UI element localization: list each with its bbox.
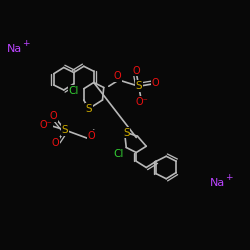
Text: O: O [49,111,57,121]
Text: O⁻: O⁻ [40,120,52,130]
Text: S: S [136,81,142,91]
Text: Na: Na [210,178,225,188]
Text: S: S [123,128,130,138]
Text: O: O [88,131,95,141]
Text: S: S [62,125,68,135]
Text: O: O [152,78,160,88]
Text: O: O [52,138,59,148]
Text: O⁻: O⁻ [136,97,148,107]
Text: O: O [114,71,121,81]
Text: +: + [22,39,30,48]
Text: Na: Na [8,44,22,54]
Text: +: + [225,173,232,182]
Text: S: S [86,104,92,114]
Text: O: O [132,66,140,76]
Text: Cl: Cl [114,149,124,159]
Text: Cl: Cl [68,86,79,96]
